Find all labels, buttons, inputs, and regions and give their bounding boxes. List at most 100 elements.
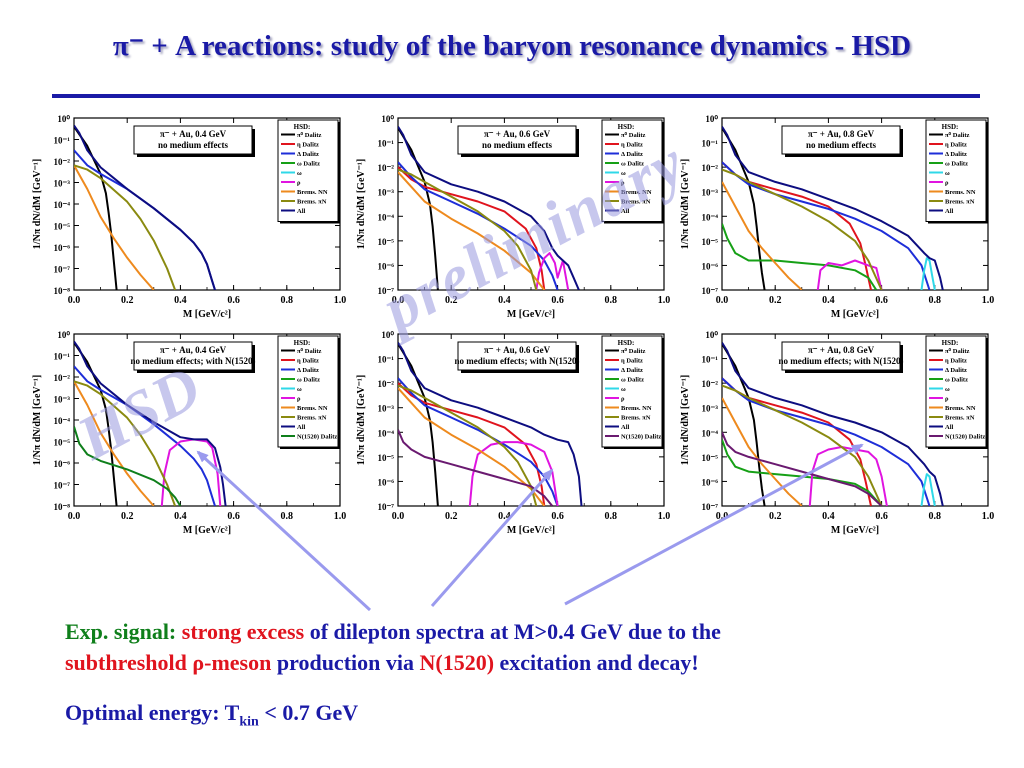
y-tick-label: 10⁻³ xyxy=(54,395,71,405)
series-line-dalitz xyxy=(722,343,766,506)
x-tick-label: 0.4 xyxy=(498,295,511,306)
series-line-brems-nn xyxy=(74,164,155,290)
y-axis-label: 1/Nπ dN/dM [GeV⁻¹] xyxy=(356,159,367,249)
x-tick-label: 0.8 xyxy=(929,511,942,522)
series-line-dalitz xyxy=(722,439,883,506)
legend-label-dalitz: π⁰ Dalitz xyxy=(297,347,322,355)
y-tick-label: 10⁻⁷ xyxy=(378,286,395,296)
legend-label-dalitz: η Dalitz xyxy=(621,142,643,149)
x-tick-label: 0.2 xyxy=(769,511,782,522)
legend-label-dalitz: η Dalitz xyxy=(945,358,967,365)
legend-label-dalitz: ω Dalitz xyxy=(297,377,320,384)
series-group xyxy=(398,342,583,506)
legend-label-all: All xyxy=(945,208,954,215)
legend-box xyxy=(601,335,663,448)
y-tick-label: 10⁻³ xyxy=(378,188,395,198)
legend-label-dalitz: ω Dalitz xyxy=(621,161,644,168)
y-tick-label: 10⁻⁵ xyxy=(702,237,719,247)
y-axis-label: 1/Nπ dN/dM [GeV⁻¹] xyxy=(356,375,367,465)
legend-title: HSD: xyxy=(942,123,959,131)
legend-label-brems-nn: Brems. NN xyxy=(945,405,976,412)
legend-label-dalitz: Δ Dalitz xyxy=(621,151,643,158)
y-tick-label: 10⁻² xyxy=(378,379,395,389)
y-tick-label: 10⁰ xyxy=(381,330,394,340)
y-tick-label: 10⁰ xyxy=(381,114,394,124)
legend-label-n-1520-dalitz: N(1520) Dalitz xyxy=(621,434,661,441)
chart-panel-0.4gev-n1520: 0.0 0.2 0.4 0.6 0.8 1.0 10⁰ 10⁻¹ 10⁻² 10⁻³ 10⁻⁴ 10⁻… xyxy=(28,328,348,542)
title-divider xyxy=(52,94,980,98)
x-axis-label: M [GeV/c²] xyxy=(831,309,879,320)
x-tick-label: 0.0 xyxy=(716,295,729,306)
chart-panel-0.8gev-no-medium: 0.0 0.2 0.4 0.6 0.8 1.0 10⁰ 10⁻¹ 10⁻² 10⁻³ 10⁻⁴ 10⁻… xyxy=(676,112,996,326)
legend-title: HSD: xyxy=(618,123,635,131)
x-axis-label: M [GeV/c²] xyxy=(831,525,879,536)
legend-label-all: All xyxy=(297,208,306,215)
legend-label-brems-nn: Brems. NN xyxy=(297,189,328,196)
legend-label-brems-n: Brems. πN xyxy=(621,415,651,422)
annotation-line: no medium effects; with N(1520) xyxy=(455,356,580,366)
series-line- xyxy=(535,252,570,290)
legend-label-all: All xyxy=(297,424,306,431)
series-group xyxy=(398,126,580,290)
annotation-box xyxy=(133,125,253,155)
y-tick-label: 10⁻⁶ xyxy=(702,261,719,271)
y-tick-label: 10⁻² xyxy=(54,373,71,383)
x-tick-label: 0.4 xyxy=(822,511,835,522)
x-tick-label: 0.0 xyxy=(392,295,405,306)
legend-label-brems-n: Brems. πN xyxy=(297,415,327,422)
legend-title: HSD: xyxy=(618,339,635,347)
signal-via: production via xyxy=(271,650,420,675)
legend-label-dalitz: ω Dalitz xyxy=(621,377,644,384)
x-tick-label: 0.8 xyxy=(929,295,942,306)
legend-box xyxy=(925,119,987,222)
chart-panel-0.8gev-n1520: 0.0 0.2 0.4 0.6 0.8 1.0 10⁰ 10⁻¹ 10⁻² 10⁻³ 10⁻⁴ 10⁻… xyxy=(676,328,996,542)
x-tick-label: 0.0 xyxy=(392,511,405,522)
legend-box xyxy=(277,119,339,222)
x-tick-label: 0.8 xyxy=(605,295,618,306)
y-tick-label: 10⁰ xyxy=(705,330,718,340)
y-tick-label: 10⁻⁴ xyxy=(54,416,71,426)
y-tick-label: 10⁻⁶ xyxy=(54,243,71,253)
series-line- xyxy=(808,446,888,506)
legend-label-: ω xyxy=(297,386,302,393)
annotation-box xyxy=(457,341,577,371)
y-axis-label: 1/Nπ dN/dM [GeV⁻¹] xyxy=(32,159,43,249)
series-line- xyxy=(816,259,883,290)
y-tick-label: 10⁻⁵ xyxy=(54,438,71,448)
series-line- xyxy=(920,473,936,506)
y-tick-label: 10⁻⁷ xyxy=(54,265,71,275)
legend-label-dalitz: η Dalitz xyxy=(945,142,967,149)
x-tick-label: 0.2 xyxy=(121,295,134,306)
series-group xyxy=(74,124,216,290)
y-tick-label: 10⁻³ xyxy=(702,404,719,414)
series-line-brems-n xyxy=(722,168,883,290)
y-tick-label: 10⁻⁴ xyxy=(702,428,719,438)
legend-label-brems-n: Brems. πN xyxy=(945,199,975,206)
annotation-line: π⁻ + Au, 0.8 GeV xyxy=(808,345,875,355)
legend-label-brems-nn: Brems. NN xyxy=(621,189,652,196)
y-tick-label: 10⁻⁴ xyxy=(378,212,395,222)
signal-mid: of dilepton spectra at M>0.4 GeV due to … xyxy=(304,619,721,644)
annotation-box xyxy=(457,125,577,155)
y-tick-label: 10⁻⁴ xyxy=(702,212,719,222)
x-tick-label: 0.6 xyxy=(551,295,564,306)
legend-label-n-1520-dalitz: N(1520) Dalitz xyxy=(945,434,985,441)
y-tick-label: 10⁻⁴ xyxy=(54,200,71,210)
optimal-subscript: kin xyxy=(239,714,259,730)
legend-title: HSD: xyxy=(294,339,311,347)
signal-end: excitation and decay! xyxy=(494,650,699,675)
legend-label-: ω xyxy=(621,170,626,177)
legend-label-dalitz: η Dalitz xyxy=(621,358,643,365)
legend-label-dalitz: π⁰ Dalitz xyxy=(621,347,646,355)
x-tick-label: 0.0 xyxy=(68,295,81,306)
series-line-n-1520-dalitz xyxy=(722,431,883,506)
legend-label-brems-n: Brems. πN xyxy=(297,199,327,206)
x-tick-label: 1.0 xyxy=(982,295,995,306)
y-tick-label: 10⁻⁷ xyxy=(702,286,719,296)
arrow-to-panel-5 xyxy=(430,468,554,607)
y-tick-label: 10⁻⁶ xyxy=(378,261,395,271)
y-axis-label: 1/Nπ dN/dM [GeV⁻¹] xyxy=(32,375,43,465)
annotation-line: π⁻ + Au, 0.6 GeV xyxy=(484,345,551,355)
series-line-brems-n xyxy=(398,384,538,506)
x-tick-label: 0.8 xyxy=(281,295,294,306)
